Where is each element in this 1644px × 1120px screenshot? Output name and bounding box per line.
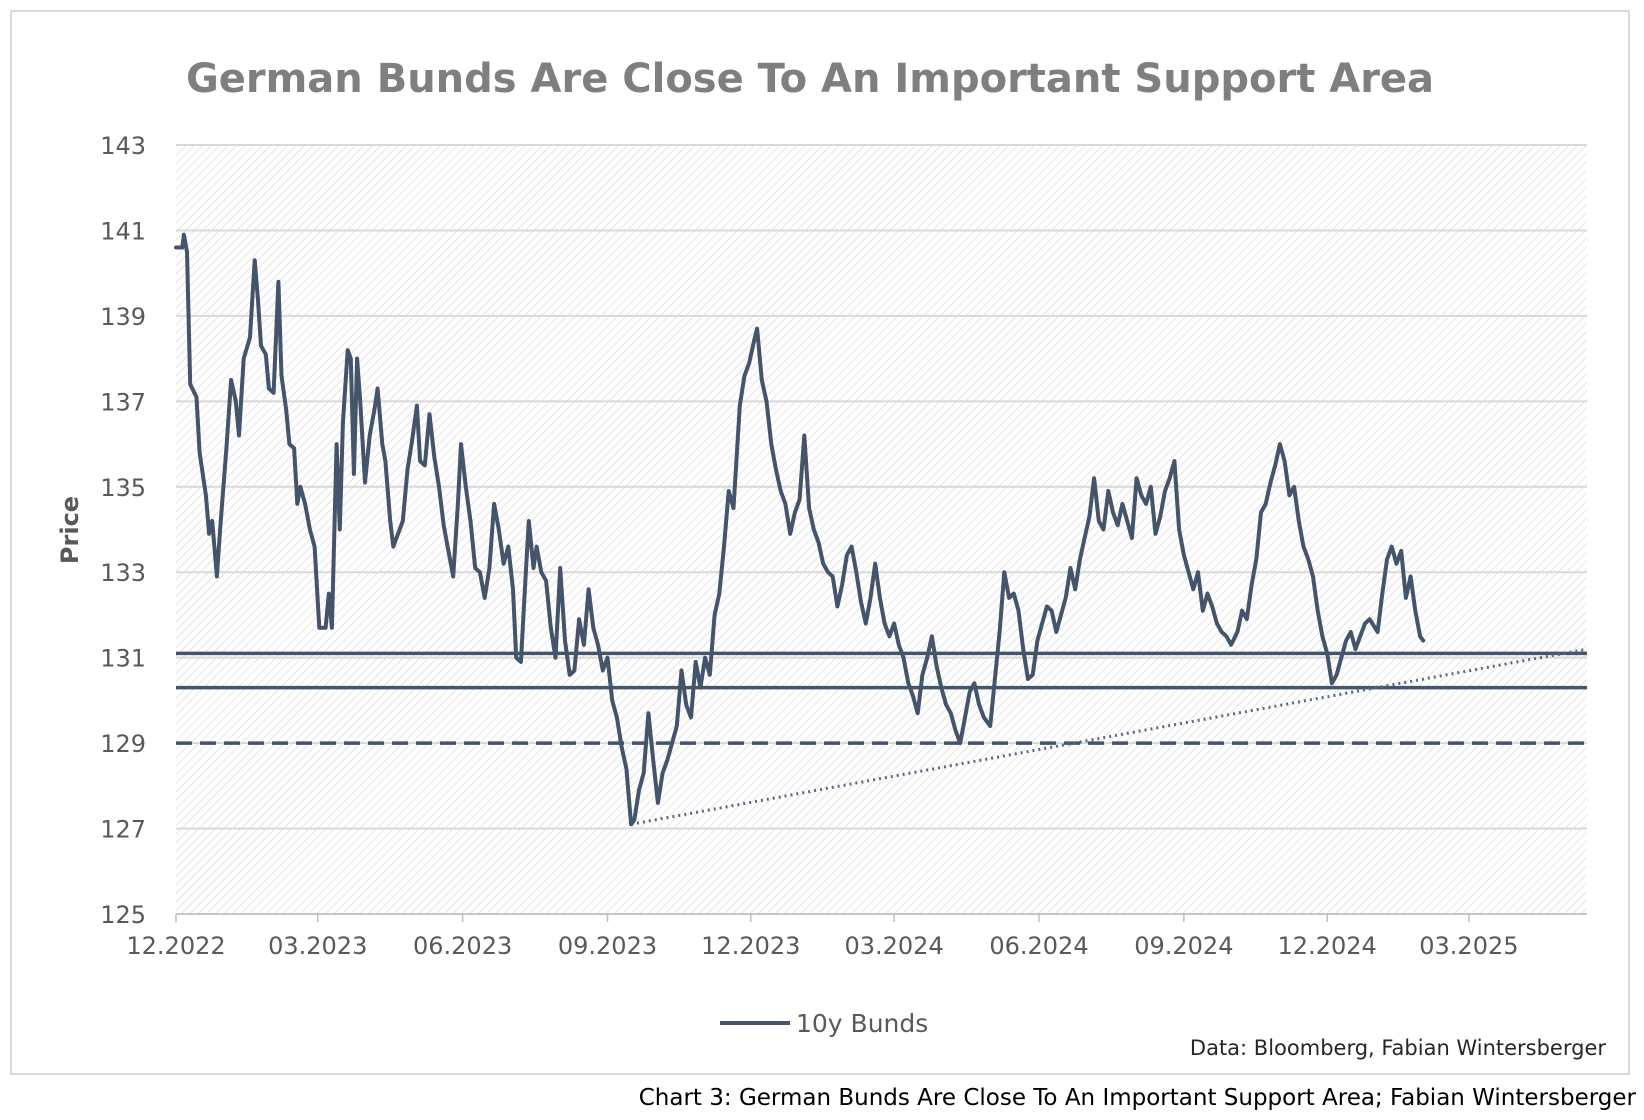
figure-caption: Chart 3: German Bunds Are Close To An Im… (638, 1085, 1636, 1111)
reference-lines (176, 647, 1588, 826)
x-tick-label: 06.2023 (413, 932, 512, 960)
x-tick-label: 12.2022 (126, 932, 225, 960)
y-tick-label: 127 (100, 816, 146, 844)
y-tick-label: 143 (100, 132, 146, 160)
source-note: Data: Bloomberg, Fabian Wintersberger (1190, 1036, 1606, 1060)
y-tick-label: 125 (100, 901, 146, 929)
legend-label: 10y Bunds (796, 1009, 928, 1038)
x-tick-label: 12.2023 (701, 932, 800, 960)
y-tick-label: 129 (100, 730, 146, 758)
chart: German Bunds Are Close To An Important S… (56, 56, 1606, 1060)
y-axis-label: Price (56, 496, 84, 564)
plot-area-hatch (176, 145, 1587, 914)
legend: 10y Bunds (720, 1009, 928, 1038)
x-tick-label: 09.2023 (558, 932, 657, 960)
x-tick-label: 03.2025 (1419, 932, 1518, 960)
x-tick-label: 12.2024 (1278, 932, 1377, 960)
y-tick-label: 135 (100, 474, 146, 502)
x-tick-label: 03.2024 (844, 932, 943, 960)
series-line-10y-bunds (174, 232, 1426, 827)
y-tick-label: 131 (100, 645, 146, 673)
x-axis-tick-labels: 12.2022 03.2023 06.2023 09.2023 12.2023 03.20… (126, 914, 1519, 960)
chart-title: German Bunds Are Close To An Important S… (186, 56, 1434, 102)
x-tick-label: 09.2024 (1134, 932, 1233, 960)
y-tick-label: 137 (100, 388, 146, 416)
y-tick-label: 133 (100, 559, 146, 587)
y-axis-tick-labels: 125 127 129 131 133 135 137 139 141 143 (100, 132, 146, 929)
y-tick-label: 141 (100, 217, 146, 245)
x-tick-label: 03.2023 (268, 932, 367, 960)
y-tick-label: 139 (100, 303, 146, 331)
x-tick-label: 06.2024 (989, 932, 1088, 960)
